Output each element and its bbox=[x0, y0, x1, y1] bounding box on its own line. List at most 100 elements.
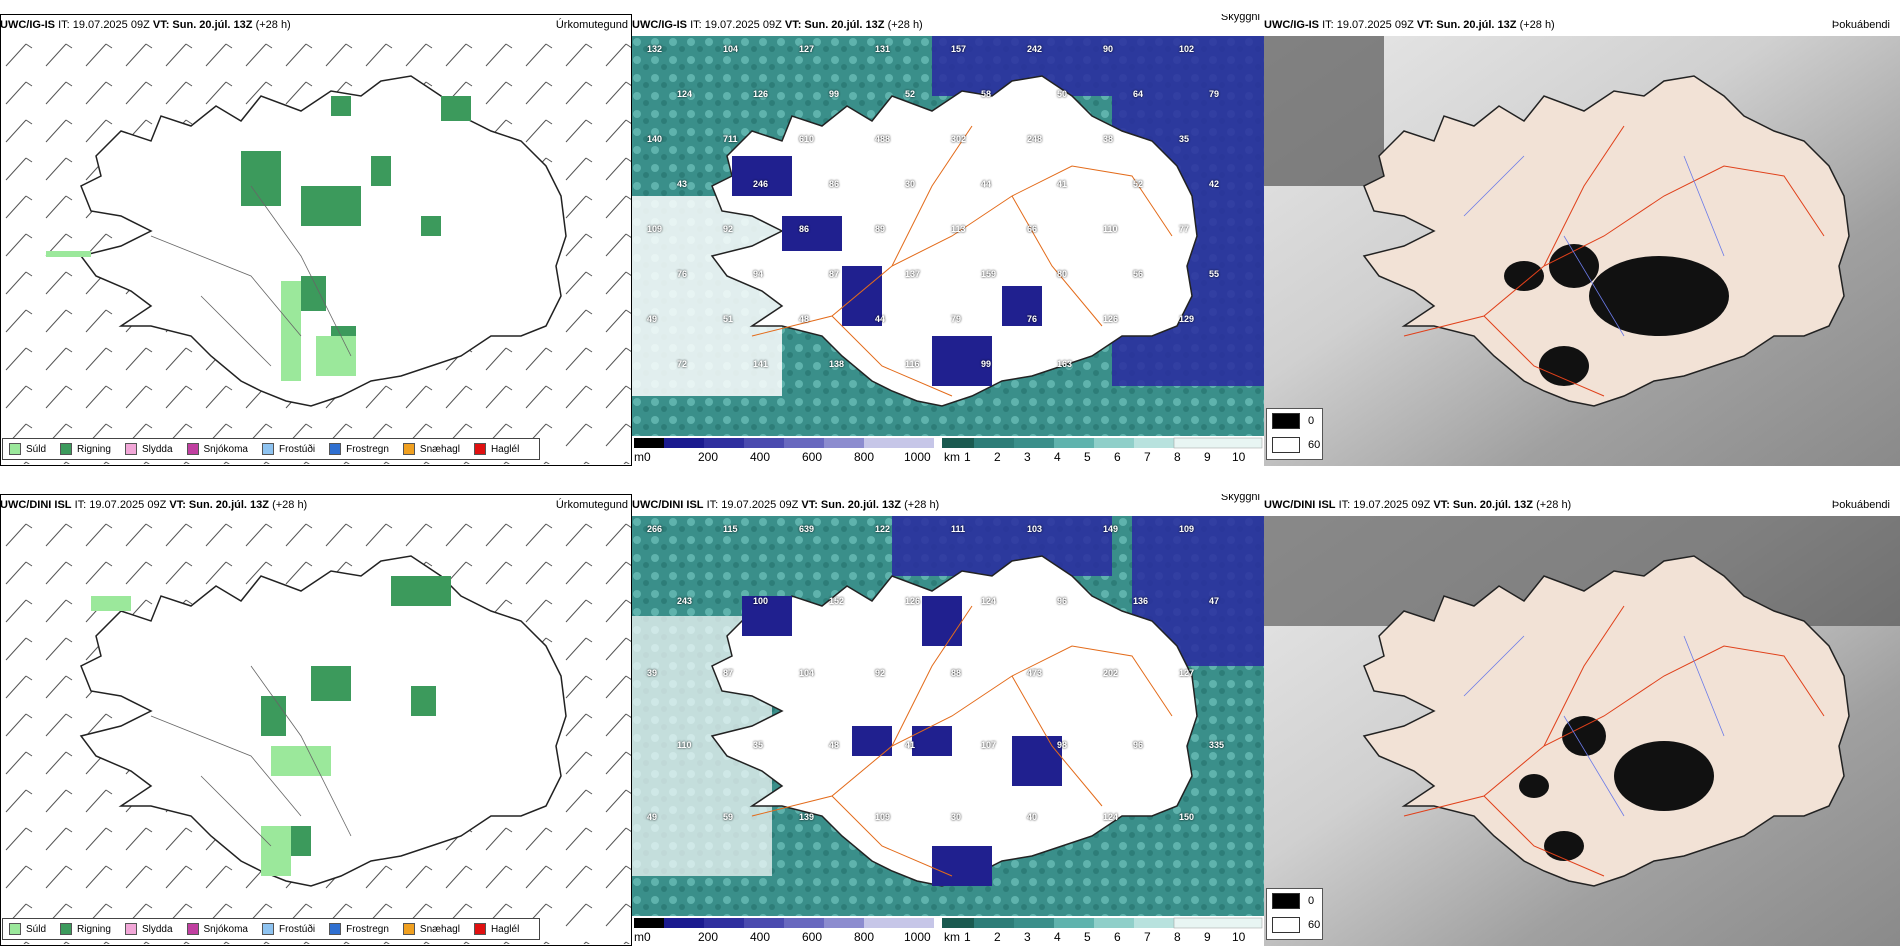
legend-label: Frostúði bbox=[278, 923, 316, 935]
cloud-base-label: 126 bbox=[1103, 314, 1119, 324]
cloud-base-label: 202 bbox=[1103, 668, 1119, 678]
legend-item: Slydda bbox=[124, 443, 173, 455]
cloud-base-label: 102 bbox=[1179, 44, 1195, 54]
fog-legend-min: 0 bbox=[1308, 895, 1315, 907]
cloud-base-label: 126 bbox=[753, 89, 769, 99]
panel-precip-type-dini: UWC/DINI ISL IT: 19.07.2025 09Z VT: Sun.… bbox=[0, 494, 632, 946]
cloud-base-label: 56 bbox=[1133, 269, 1144, 279]
visibility-map bbox=[632, 516, 1264, 916]
valid-time: VT: Sun. 20.júl. 13Z bbox=[801, 499, 901, 511]
cloud-base-label: 127 bbox=[799, 44, 815, 54]
elev-tick: 600 bbox=[802, 930, 823, 944]
vis-tick: 8 bbox=[1174, 450, 1181, 464]
legend-swatch bbox=[402, 923, 415, 935]
legend-label: Haglél bbox=[490, 923, 520, 935]
cloud-base-label: 131 bbox=[875, 44, 891, 54]
cloud-base-label: 72 bbox=[677, 359, 688, 369]
cloud-base-label: 49 bbox=[647, 314, 658, 324]
cloud-base-label: 109 bbox=[875, 812, 891, 822]
cloud-base-label: 43 bbox=[677, 179, 688, 189]
vis-tick: 6 bbox=[1114, 930, 1121, 944]
cloud-base-label: 64 bbox=[1133, 89, 1144, 99]
cloud-base-label: 39 bbox=[647, 668, 658, 678]
fog-legend-max: 60 bbox=[1308, 439, 1321, 451]
panel-precip-type-igis: UWC/IG-IS IT: 19.07.2025 09Z VT: Sun. 20… bbox=[0, 14, 632, 466]
legend-swatch bbox=[329, 443, 342, 455]
panel-title: Þokuábendi bbox=[1831, 499, 1890, 511]
panel-header: UWC/IG-IS IT: 19.07.2025 09Z VT: Sun. 20… bbox=[1264, 14, 1900, 36]
lead-time: (+28 h) bbox=[904, 499, 940, 511]
valid-time: VT: Sun. 20.júl. 13Z bbox=[784, 19, 885, 31]
cloud-base-label: 110 bbox=[677, 740, 692, 750]
cloud-base-label: 127 bbox=[1179, 668, 1195, 678]
precip-map bbox=[1, 516, 631, 944]
precip-map bbox=[1, 36, 631, 464]
legend-item: Súld bbox=[9, 923, 46, 935]
elev-tick: 1000 bbox=[904, 930, 931, 944]
legend-item: Snæhagl bbox=[402, 443, 460, 455]
cloud-base-label: 107 bbox=[981, 740, 997, 750]
cloud-base-label: 41 bbox=[905, 740, 916, 750]
vis-tick: 6 bbox=[1114, 450, 1121, 464]
legend-label: Súld bbox=[26, 443, 47, 455]
cloud-base-label: 96 bbox=[1057, 596, 1068, 606]
cloud-base-label: 104 bbox=[799, 668, 815, 678]
cloud-base-label: 55 bbox=[1209, 269, 1220, 279]
legend-swatch bbox=[186, 923, 199, 935]
cloud-base-label: 87 bbox=[723, 668, 734, 678]
panel-fog-dini: UWC/DINI ISL IT: 19.07.2025 09Z VT: Sun.… bbox=[1264, 494, 1900, 946]
model-name: UWC/DINI ISL bbox=[0, 499, 72, 511]
elev-tick: 0 bbox=[644, 450, 651, 464]
fog-legend-row: 0 bbox=[1267, 409, 1322, 433]
issue-time: IT: 19.07.2025 09Z bbox=[706, 499, 799, 511]
cloud-base-label: 59 bbox=[723, 812, 734, 822]
panel-visibility-dini: UWC/DINI ISL IT: 19.07.2025 09Z VT: Sun.… bbox=[632, 494, 1264, 946]
issue-time: IT: 19.07.2025 09Z bbox=[690, 19, 782, 31]
vis-tick: 2 bbox=[994, 450, 1001, 464]
cloud-base-label: 610 bbox=[799, 134, 815, 144]
panel-title: Úrkomutegund bbox=[555, 499, 628, 511]
cloud-base-label: 109 bbox=[1179, 524, 1195, 534]
valid-time: VT: Sun. 20.júl. 13Z bbox=[1433, 499, 1533, 511]
cloud-base-label: 51 bbox=[723, 314, 734, 324]
cloud-base-label: 103 bbox=[1027, 524, 1043, 534]
vis-tick: 4 bbox=[1054, 450, 1061, 464]
cloud-base-label: 41 bbox=[1057, 179, 1068, 189]
legend-item: Snæhagl bbox=[402, 923, 460, 935]
legend-swatch bbox=[60, 443, 73, 455]
vis-unit: km bbox=[944, 930, 960, 944]
fog-map bbox=[1264, 516, 1900, 946]
cloud-base-label: 115 bbox=[723, 524, 738, 534]
valid-time: VT: Sun. 20.júl. 13Z bbox=[152, 19, 253, 31]
legend-label: Snjókoma bbox=[203, 923, 248, 935]
model-name: UWC/DINI ISL bbox=[632, 499, 704, 511]
panel-header: UWC/DINI ISL IT: 19.07.2025 09Z VT: Sun.… bbox=[632, 494, 1264, 516]
panel-title: Skyggni bbox=[1220, 494, 1260, 503]
legend-item: Slydda bbox=[124, 923, 173, 935]
cloud-base-label: 30 bbox=[951, 812, 962, 822]
vis-tick: 5 bbox=[1084, 450, 1091, 464]
elev-unit: m bbox=[634, 450, 644, 464]
vis-tick: 1 bbox=[964, 450, 971, 464]
cloud-base-label: 163 bbox=[1057, 359, 1073, 369]
vis-tick: 8 bbox=[1174, 930, 1181, 944]
fog-legend-row: 60 bbox=[1267, 913, 1322, 937]
cloud-base-label: 92 bbox=[875, 668, 886, 678]
cloud-base-label: 124 bbox=[981, 596, 997, 606]
cloud-base-label: 124 bbox=[1103, 812, 1119, 822]
legend-item: Haglél bbox=[473, 923, 520, 935]
legend-item: Snjókoma bbox=[186, 923, 248, 935]
cloud-base-label: 122 bbox=[875, 524, 891, 534]
panel-title: Skyggni bbox=[1220, 14, 1260, 23]
lead-time: (+28 h) bbox=[1536, 499, 1572, 511]
legend-label: Snjókoma bbox=[203, 443, 248, 455]
legend-item: Frostregn bbox=[329, 443, 389, 455]
legend-item: Frostregn bbox=[329, 923, 389, 935]
cloud-base-label: 302 bbox=[951, 134, 967, 144]
cloud-base-label: 35 bbox=[1179, 134, 1190, 144]
legend-swatch bbox=[261, 923, 274, 935]
cloud-base-label: 139 bbox=[799, 812, 815, 822]
elev-tick: 800 bbox=[854, 450, 875, 464]
legend-label: Súld bbox=[26, 923, 47, 935]
legend-swatch bbox=[473, 923, 486, 935]
